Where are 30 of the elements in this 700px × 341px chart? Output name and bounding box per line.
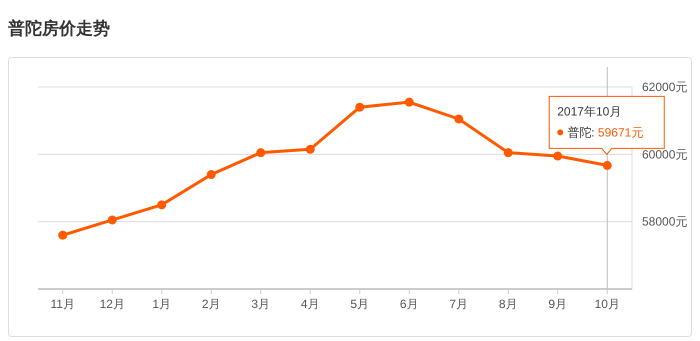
y-tick-label: 62000元 xyxy=(642,80,688,94)
y-tick-label: 58000元 xyxy=(642,214,688,229)
chart-title: 普陀房价走势 xyxy=(7,18,110,38)
point xyxy=(256,148,266,158)
y-tick-label: 60000元 xyxy=(642,147,688,162)
point xyxy=(504,148,513,158)
x-tick-label: 8月 xyxy=(498,297,518,311)
point xyxy=(58,230,68,240)
x-tick-label: 9月 xyxy=(548,297,568,311)
x-tick-label: 4月 xyxy=(300,297,320,311)
x-tick-label: 2月 xyxy=(202,297,221,311)
x-tick-label: 7月 xyxy=(449,297,468,311)
point xyxy=(404,98,414,107)
x-tick-label: 5月 xyxy=(350,297,370,311)
x-tick-label: 6月 xyxy=(400,297,419,311)
x-tick-label: 1月 xyxy=(152,297,172,311)
x-tick-label: 10月 xyxy=(594,297,620,311)
point xyxy=(454,114,464,124)
point xyxy=(602,160,612,170)
annotation: 普陀: 59671元 xyxy=(567,125,644,140)
point xyxy=(206,170,216,180)
point xyxy=(108,215,117,224)
x-tick-label: 12月 xyxy=(100,297,125,311)
point xyxy=(306,144,315,154)
x-tick-label: 3月 xyxy=(251,297,270,311)
annotation: 2017年10月 xyxy=(557,104,622,118)
point xyxy=(355,102,364,112)
x-tick-label: 11月 xyxy=(50,297,75,311)
point xyxy=(157,200,166,210)
point xyxy=(553,152,562,161)
